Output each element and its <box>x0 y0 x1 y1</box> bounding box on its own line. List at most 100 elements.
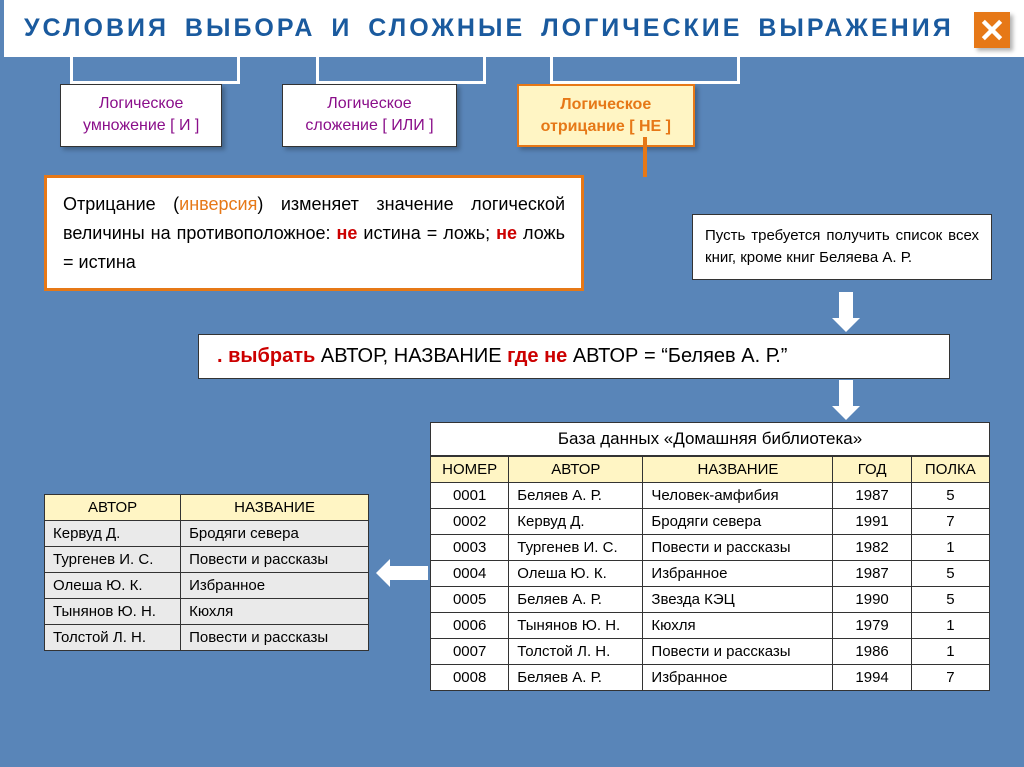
source-table: База данных «Домашняя библиотека» НОМЕРА… <box>430 422 990 691</box>
tab-not-line2: отрицание [ НЕ ] <box>541 118 671 135</box>
table-cell: Кюхля <box>181 599 369 625</box>
table-cell: Олеша Ю. К. <box>509 561 643 587</box>
query-not: не <box>544 345 567 367</box>
table-cell: Тургенев И. С. <box>45 547 181 573</box>
table-row: Тынянов Ю. Н.Кюхля <box>45 599 369 625</box>
table-cell: Бродяги севера <box>643 509 833 535</box>
table-row: Толстой Л. Н.Повести и рассказы <box>45 625 369 651</box>
connector-stem <box>643 137 647 177</box>
table-row: 0006Тынянов Ю. Н.Кюхля19791 <box>431 613 990 639</box>
tabs-row: Логическое умножение [ И ] Логическое сл… <box>60 84 695 147</box>
result-table-grid: АВТОРНАЗВАНИЕ Кервуд Д.Бродяги севераТур… <box>44 494 369 651</box>
table-cell: Беляев А. Р. <box>509 483 643 509</box>
definition-box: Отрицание (инверсия) изменяет значение л… <box>44 175 584 291</box>
result-table: АВТОРНАЗВАНИЕ Кервуд Д.Бродяги севераТур… <box>44 494 369 651</box>
column-header: АВТОР <box>45 495 181 521</box>
task-box: Пусть требуется получить список всех кни… <box>692 214 992 280</box>
source-table-caption: База данных «Домашняя библиотека» <box>430 422 990 456</box>
table-cell: 1987 <box>833 561 911 587</box>
table-cell: 5 <box>911 587 989 613</box>
table-row: 0008Беляев А. Р.Избранное19947 <box>431 665 990 691</box>
table-cell: 1991 <box>833 509 911 535</box>
column-header: ПОЛКА <box>911 457 989 483</box>
arrow-task-to-query <box>832 292 860 332</box>
table-cell: Звезда КЭЦ <box>643 587 833 613</box>
arrow-query-to-table <box>832 380 860 420</box>
def-ne: не <box>496 223 517 243</box>
tab-or-line2: сложение [ ИЛИ ] <box>305 117 433 134</box>
tab-and[interactable]: Логическое умножение [ И ] <box>60 84 222 147</box>
table-cell: Избранное <box>643 561 833 587</box>
table-cell: 0005 <box>431 587 509 613</box>
query-where: где <box>507 345 538 367</box>
table-cell: Тынянов Ю. Н. <box>45 599 181 625</box>
table-row: 0004Олеша Ю. К.Избранное19875 <box>431 561 990 587</box>
table-cell: 5 <box>911 483 989 509</box>
table-cell: Бродяги севера <box>181 521 369 547</box>
table-row: 0002Кервуд Д.Бродяги севера19917 <box>431 509 990 535</box>
tab-and-line1: Логическое <box>99 95 183 112</box>
column-header: НОМЕР <box>431 457 509 483</box>
table-cell: Олеша Ю. К. <box>45 573 181 599</box>
query-dot: . <box>217 345 228 367</box>
table-cell: Тынянов Ю. Н. <box>509 613 643 639</box>
tab-or[interactable]: Логическое сложение [ ИЛИ ] <box>282 84 456 147</box>
table-cell: 0007 <box>431 639 509 665</box>
query-select: выбрать <box>228 345 315 367</box>
table-cell: Повести и рассказы <box>181 547 369 573</box>
table-cell: Беляев А. Р. <box>509 587 643 613</box>
close-button[interactable] <box>974 12 1010 48</box>
def-text: истина = ложь; <box>357 223 496 243</box>
tab-connectors <box>60 56 714 86</box>
source-table-grid: НОМЕРАВТОРНАЗВАНИЕГОДПОЛКА 0001Беляев А.… <box>430 456 990 691</box>
table-cell: 0002 <box>431 509 509 535</box>
close-icon <box>979 17 1005 43</box>
table-cell: Толстой Л. Н. <box>45 625 181 651</box>
table-cell: 0008 <box>431 665 509 691</box>
table-cell: Кервуд Д. <box>509 509 643 535</box>
table-row: Кервуд Д.Бродяги севера <box>45 521 369 547</box>
table-cell: 1990 <box>833 587 911 613</box>
table-cell: 0004 <box>431 561 509 587</box>
def-ne: не <box>337 223 358 243</box>
table-cell: Толстой Л. Н. <box>509 639 643 665</box>
table-cell: Повести и рассказы <box>643 535 833 561</box>
tab-and-line2: умножение [ И ] <box>83 117 199 134</box>
tab-not[interactable]: Логическое отрицание [ НЕ ] <box>517 84 695 147</box>
column-header: НАЗВАНИЕ <box>181 495 369 521</box>
column-header: НАЗВАНИЕ <box>643 457 833 483</box>
table-cell: 1979 <box>833 613 911 639</box>
table-cell: 0006 <box>431 613 509 639</box>
table-cell: 0001 <box>431 483 509 509</box>
column-header: ГОД <box>833 457 911 483</box>
table-cell: Беляев А. Р. <box>509 665 643 691</box>
def-inversion: инверсия <box>179 194 257 214</box>
table-cell: Избранное <box>643 665 833 691</box>
query-fields: АВТОР, НАЗВАНИЕ <box>315 345 507 367</box>
table-row: Олеша Ю. К.Избранное <box>45 573 369 599</box>
table-cell: 1 <box>911 613 989 639</box>
table-cell: Повести и рассказы <box>181 625 369 651</box>
table-cell: 1986 <box>833 639 911 665</box>
header: УСЛОВИЯ ВЫБОРА И СЛОЖНЫЕ ЛОГИЧЕСКИЕ ВЫРА… <box>0 0 1024 57</box>
table-cell: Кервуд Д. <box>45 521 181 547</box>
column-header: АВТОР <box>509 457 643 483</box>
table-cell: 1994 <box>833 665 911 691</box>
query-box: . выбрать АВТОР, НАЗВАНИЕ где не АВТОР =… <box>198 334 950 379</box>
table-cell: 7 <box>911 509 989 535</box>
table-cell: Человек-амфибия <box>643 483 833 509</box>
table-row: 0005Беляев А. Р.Звезда КЭЦ19905 <box>431 587 990 613</box>
table-cell: 1982 <box>833 535 911 561</box>
table-cell: Избранное <box>181 573 369 599</box>
tab-or-line1: Логическое <box>327 95 411 112</box>
query-condition: АВТОР = “Беляев А. Р.” <box>567 345 787 367</box>
table-cell: Кюхля <box>643 613 833 639</box>
table-cell: 1 <box>911 535 989 561</box>
table-row: 0001Беляев А. Р.Человек-амфибия19875 <box>431 483 990 509</box>
def-text: Отрицание ( <box>63 194 179 214</box>
table-cell: 5 <box>911 561 989 587</box>
table-cell: Повести и рассказы <box>643 639 833 665</box>
table-cell: Тургенев И. С. <box>509 535 643 561</box>
table-row: 0003Тургенев И. С.Повести и рассказы1982… <box>431 535 990 561</box>
arrow-result <box>376 559 428 587</box>
